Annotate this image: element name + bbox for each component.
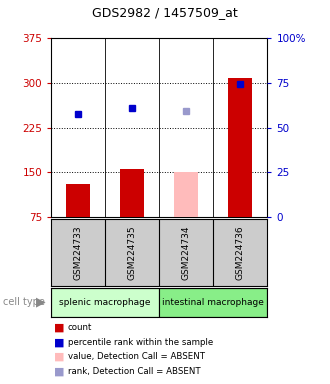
Text: ■: ■ xyxy=(54,366,65,376)
Bar xyxy=(174,172,198,217)
Text: cell type: cell type xyxy=(3,297,45,308)
Bar xyxy=(51,288,159,317)
Text: rank, Detection Call = ABSENT: rank, Detection Call = ABSENT xyxy=(68,367,200,376)
Text: intestinal macrophage: intestinal macrophage xyxy=(162,298,264,307)
Bar xyxy=(66,184,90,217)
Text: count: count xyxy=(68,323,92,332)
Text: ▶: ▶ xyxy=(36,296,46,309)
Text: GSM224733: GSM224733 xyxy=(74,225,83,280)
Text: percentile rank within the sample: percentile rank within the sample xyxy=(68,338,213,347)
Text: splenic macrophage: splenic macrophage xyxy=(59,298,151,307)
Bar xyxy=(120,169,144,217)
Text: GSM224735: GSM224735 xyxy=(128,225,137,280)
Text: GSM224734: GSM224734 xyxy=(182,225,191,280)
Text: value, Detection Call = ABSENT: value, Detection Call = ABSENT xyxy=(68,352,205,361)
Text: ■: ■ xyxy=(54,352,65,362)
Text: ■: ■ xyxy=(54,323,65,333)
Text: ■: ■ xyxy=(54,337,65,347)
Bar xyxy=(159,288,267,317)
Bar xyxy=(228,78,252,217)
Text: GSM224736: GSM224736 xyxy=(236,225,245,280)
Text: GDS2982 / 1457509_at: GDS2982 / 1457509_at xyxy=(92,6,238,19)
